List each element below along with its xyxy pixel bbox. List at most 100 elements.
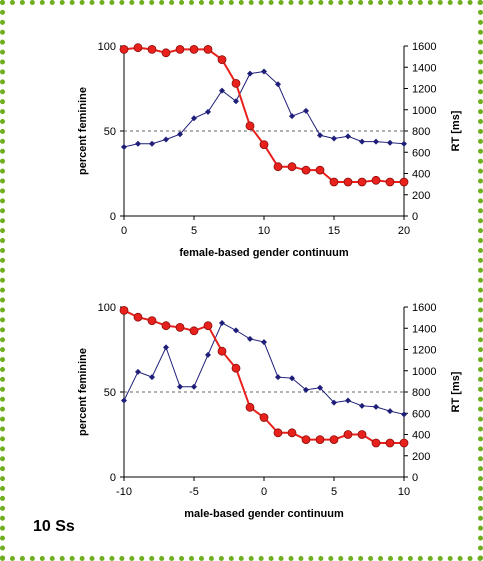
- right-tick-label: 800: [412, 387, 430, 399]
- percent-feminine-data-point: [245, 402, 255, 412]
- rt-data-point: [163, 136, 169, 143]
- right-tick-label: 1400: [412, 323, 436, 335]
- right-tick-label: 1000: [412, 366, 436, 378]
- subject-count-label: 10 Ss: [33, 518, 75, 535]
- rt-data-point: [121, 143, 127, 150]
- percent-feminine-data-point: [147, 45, 157, 54]
- rt-data-point: [331, 135, 337, 142]
- rt-data-point: [149, 374, 155, 381]
- left-tick-label: 50: [104, 387, 116, 399]
- right-tick-label: 400: [412, 169, 430, 181]
- percent-feminine-data-point: [371, 438, 381, 448]
- rt-data-point: [149, 140, 155, 147]
- rt-data-point: [233, 98, 239, 105]
- rt-series-line: [123, 322, 405, 415]
- right-tick-label: 600: [412, 147, 430, 159]
- percent-feminine-data-point: [315, 435, 325, 445]
- right-tick-label: 400: [412, 430, 430, 442]
- rt-data-point: [345, 397, 351, 404]
- percent-feminine-data-point: [231, 79, 241, 88]
- x-tick-label: 15: [328, 225, 340, 237]
- y-axis-label: percent feminine: [77, 87, 89, 175]
- percent-feminine-data-point: [259, 140, 269, 150]
- rt-data-point: [121, 397, 127, 404]
- x-tick-label: 5: [331, 486, 337, 498]
- right-tick-label: 0: [412, 472, 418, 484]
- percent-feminine-data-point: [301, 165, 311, 175]
- percent-feminine-data-point: [343, 430, 353, 439]
- rt-data-point: [219, 319, 225, 326]
- rt-data-point: [401, 411, 407, 418]
- rt-data-point: [205, 108, 211, 115]
- left-tick-label: 50: [104, 126, 116, 138]
- percent-feminine-data-point: [385, 438, 395, 448]
- right-tick-label: 1000: [412, 105, 436, 117]
- rt-data-point: [247, 70, 253, 77]
- percent-feminine-data-point: [175, 322, 185, 332]
- rt-data-point: [177, 131, 183, 138]
- right-tick-label: 600: [412, 408, 430, 420]
- x-tick-label: -5: [189, 486, 199, 498]
- percent-feminine-data-point: [371, 175, 381, 185]
- right-tick-label: 1400: [412, 62, 436, 74]
- percent-feminine-data-point: [189, 326, 199, 336]
- rt-data-point: [205, 351, 211, 358]
- percent-feminine-data-point: [217, 55, 227, 64]
- percent-feminine-data-point: [217, 346, 227, 356]
- rt-data-point: [275, 81, 281, 88]
- percent-feminine-data-point: [161, 48, 171, 58]
- right-tick-label: 0: [412, 211, 418, 223]
- percent-feminine-data-point: [273, 162, 283, 172]
- rt-data-point: [233, 327, 239, 334]
- left-tick-label: 100: [98, 302, 116, 314]
- percent-feminine-data-point: [399, 438, 409, 448]
- right-tick-label: 800: [412, 126, 430, 138]
- x-tick-label: 10: [258, 225, 270, 237]
- rt-data-point: [289, 113, 295, 120]
- percent-feminine-data-point: [259, 413, 269, 422]
- rt-data-point: [275, 374, 281, 381]
- percent-feminine-data-point: [231, 363, 241, 373]
- rt-data-point: [191, 383, 197, 390]
- percent-feminine-data-point: [161, 321, 171, 331]
- percent-feminine-data-point: [343, 177, 353, 187]
- percent-feminine-data-point: [119, 305, 129, 315]
- x-axis-label: male-based gender continuum: [184, 508, 344, 520]
- rt-data-point: [135, 140, 141, 147]
- percent-feminine-data-point: [147, 316, 157, 326]
- left-tick-label: 100: [98, 41, 116, 53]
- y2-axis-label: RT [ms]: [450, 110, 462, 151]
- percent-feminine-data-point: [287, 162, 297, 172]
- right-tick-label: 200: [412, 190, 430, 202]
- percent-feminine-data-point: [133, 43, 143, 53]
- y2-axis-label: RT [ms]: [450, 371, 462, 412]
- percent-feminine-data-point: [133, 312, 143, 322]
- right-tick-label: 200: [412, 451, 430, 463]
- percent-feminine-data-point: [273, 428, 283, 438]
- percent-feminine-data-point: [175, 45, 185, 54]
- percent-feminine-data-point: [119, 45, 129, 54]
- percent-feminine-data-point: [301, 435, 311, 445]
- rt-data-point: [191, 115, 197, 122]
- percent-feminine-data-point: [203, 45, 213, 54]
- rt-data-point: [317, 384, 323, 391]
- left-tick-label: 0: [110, 211, 116, 223]
- x-tick-label: 0: [261, 486, 267, 498]
- rt-data-point: [261, 339, 267, 346]
- rt-data-point: [261, 68, 267, 75]
- percent-feminine-data-point: [189, 45, 199, 54]
- percent-feminine-data-point: [399, 177, 409, 187]
- x-tick-label: 10: [398, 486, 410, 498]
- rt-data-point: [373, 403, 379, 410]
- rt-data-point: [219, 87, 225, 94]
- rt-data-point: [303, 107, 309, 114]
- right-tick-label: 1200: [412, 84, 436, 96]
- rt-series-line: [123, 70, 405, 148]
- rt-data-point: [401, 140, 407, 147]
- percent-feminine-data-point: [357, 177, 367, 187]
- rt-data-point: [359, 138, 365, 145]
- rt-data-point: [387, 408, 393, 415]
- x-tick-label: 5: [191, 225, 197, 237]
